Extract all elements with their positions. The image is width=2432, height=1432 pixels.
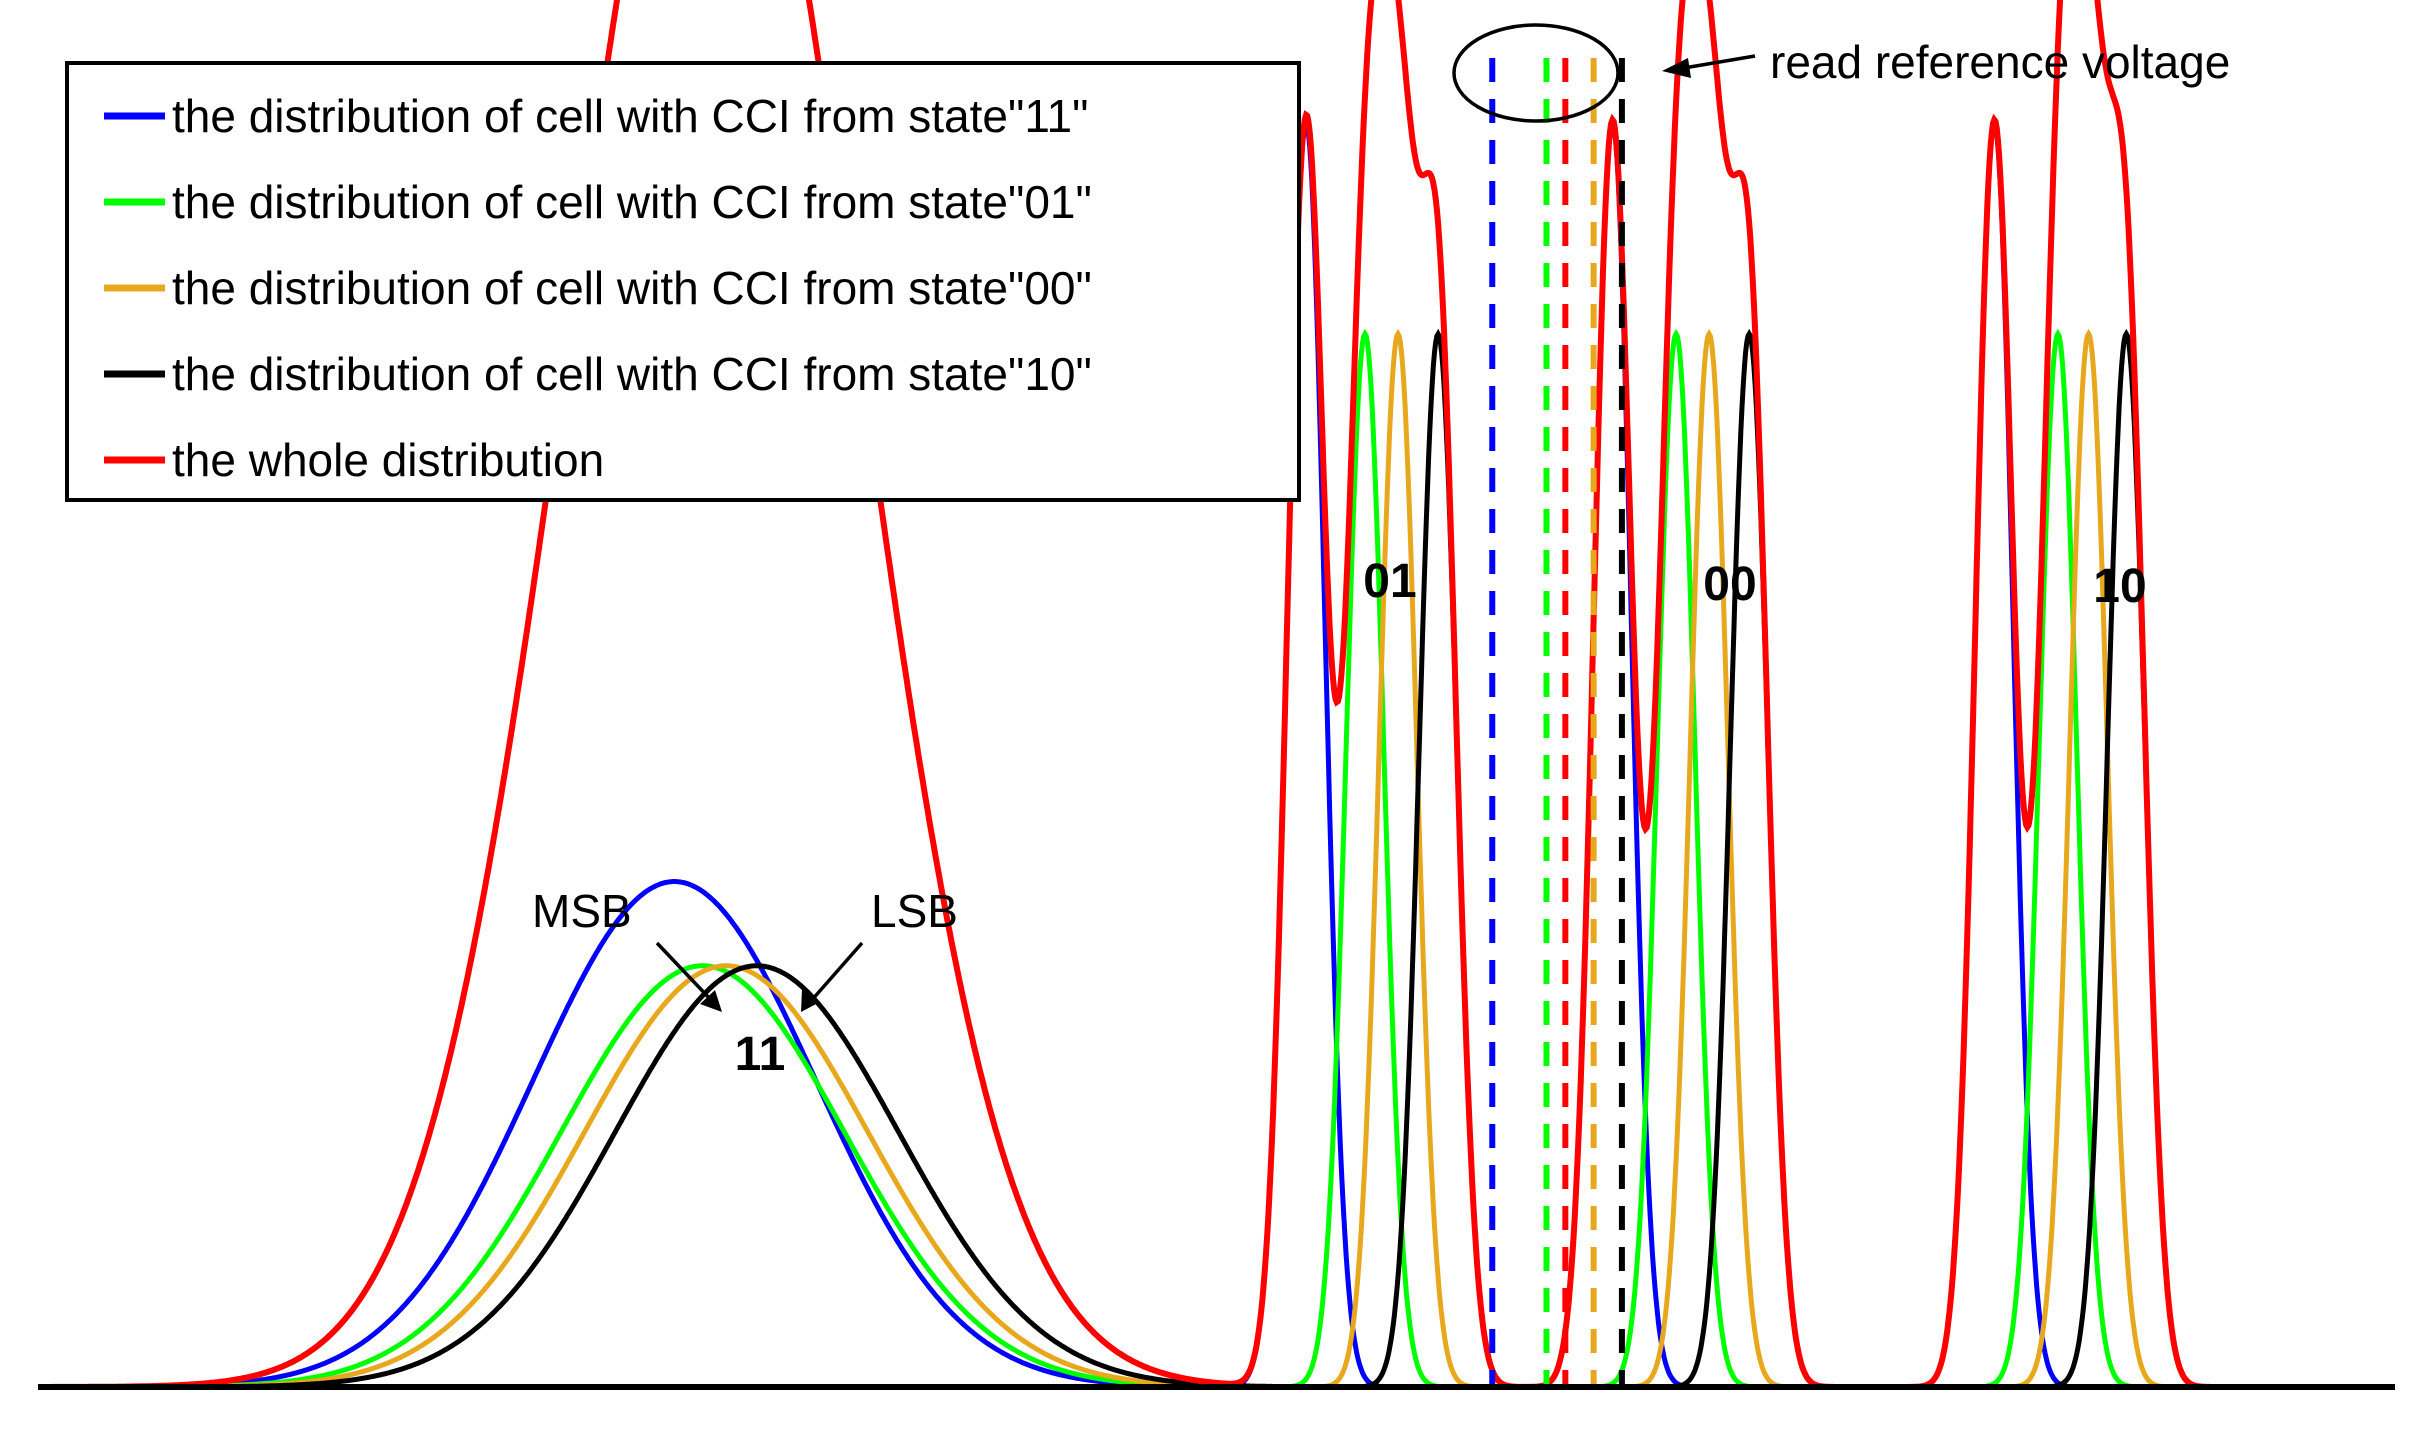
msb-label: MSB (532, 885, 632, 937)
legend-label-2: the distribution of cell with CCI from s… (172, 176, 1092, 228)
peak-label-10: 10 (2093, 560, 2146, 613)
read-reference-ellipse (1452, 23, 1620, 123)
read-reference-lines (1489, 58, 1625, 1387)
read-reference-label: read reference voltage (1770, 36, 2230, 88)
peak-label-11: 11 (735, 1028, 786, 1081)
lsb-arrow (809, 941, 864, 1003)
peak-labels: 11 01 00 10 (735, 555, 2147, 1081)
legend-label-1: the distribution of cell with CCI from s… (172, 90, 1088, 142)
read-reference-arrow (1677, 54, 1756, 71)
legend-box (65, 61, 1301, 502)
legend-label-4: the distribution of cell with CCI from s… (172, 348, 1092, 400)
legend-label-3: the distribution of cell with CCI from s… (172, 262, 1092, 314)
peak-label-00: 00 (1703, 558, 1756, 611)
lsb-arrowhead (801, 989, 818, 1012)
legend-label-5: the whole distribution (172, 434, 604, 486)
msb-arrow (655, 941, 714, 1003)
lsb-label: LSB (871, 885, 958, 937)
msb-arrowhead (700, 990, 722, 1012)
whole-distribution-line (38, 0, 2395, 1390)
legend: the distribution of cell with CCI from s… (65, 61, 1301, 502)
read-reference-arrowhead (1662, 58, 1691, 78)
peak-label-01: 01 (1363, 555, 1416, 608)
